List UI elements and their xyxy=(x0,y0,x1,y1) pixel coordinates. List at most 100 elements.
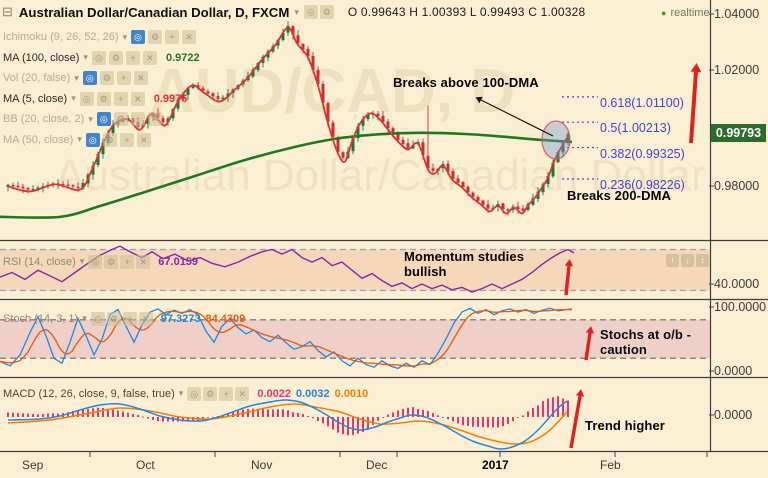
annotation-momentum[interactable]: Momentum studies bullish xyxy=(404,249,524,279)
annotation-momentum-line1: Momentum studies xyxy=(404,249,525,264)
add-icon[interactable]: + xyxy=(116,71,131,85)
add-icon[interactable]: + xyxy=(219,386,234,401)
price-axis-label: 40.0000 xyxy=(714,277,760,291)
chart-header: ⊟ Australian Dollar/Canadian Dollar, D, … xyxy=(2,3,585,21)
pane-move-controls: ↑ ↓ ↕ xyxy=(666,254,709,267)
visibility-icon[interactable]: ◎ xyxy=(96,112,111,126)
close-icon[interactable]: ✕ xyxy=(136,254,151,269)
visibility-icon[interactable]: ◎ xyxy=(91,50,106,65)
ma100-line[interactable] xyxy=(0,131,573,219)
macd-legend[interactable]: MACD (12, 26, close, 9, false, true) ▾ ◎… xyxy=(3,386,368,401)
settings-icon[interactable]: ⚙ xyxy=(108,50,123,65)
last-price-tag: 0.99793 xyxy=(711,124,766,142)
chevron-down-icon[interactable]: ▾ xyxy=(122,31,128,42)
visibility-icon[interactable]: ◎ xyxy=(187,386,202,401)
add-icon[interactable]: + xyxy=(120,254,135,269)
indicator-row-vol[interactable]: Vol (20, false) ▾ ◎ ⚙ + ✕ xyxy=(3,70,200,86)
stoch-d-line[interactable] xyxy=(0,308,573,367)
rsi-label: RSI (14, close) xyxy=(3,255,76,268)
annotation-breaks-above-100dma[interactable]: Breaks above 100-DMA xyxy=(393,75,539,90)
indicator-row-ma[interactable]: MA (5, close) ▾ ◎ ⚙ + ✕ 0.9976 xyxy=(3,91,200,107)
fib-label-0.382[interactable]: 0.382(0.99325) xyxy=(600,146,685,161)
macd-caret-icon[interactable]: ▾ xyxy=(178,388,184,398)
price-axis-label: 0.0000 xyxy=(714,408,753,422)
close-icon[interactable]: ✕ xyxy=(136,132,151,147)
breakout-highlight-ellipse[interactable] xyxy=(541,120,571,160)
settings-icon[interactable]: ⚙ xyxy=(102,132,117,147)
fib-label-0.618[interactable]: 0.618(1.01100) xyxy=(600,95,684,110)
stoch-toolbar: ◎ ⚙ + ✕ xyxy=(90,311,153,326)
close-icon[interactable]: ✕ xyxy=(130,91,145,106)
indicator-row-ma[interactable]: MA (100, close) ▾ ◎ ⚙ + ✕ 0.9722 xyxy=(3,50,200,66)
symbol-caret-icon[interactable]: ▾ xyxy=(294,6,299,17)
fib-label-0.5[interactable]: 0.5(1.00213) xyxy=(600,121,671,136)
indicator-value: 0.9976 xyxy=(153,92,188,105)
resize-pane-icon[interactable]: ↕ xyxy=(696,254,709,267)
ohlc-values: O 0.99643 H 1.00393 L 0.99493 C 1.00328 xyxy=(347,5,586,19)
settings-icon[interactable]: ⚙ xyxy=(113,112,128,126)
time-axis-label-feb: Feb xyxy=(600,458,621,472)
chevron-down-icon[interactable]: ▾ xyxy=(74,72,79,83)
visibility-icon[interactable]: ◎ xyxy=(82,71,97,85)
rsi-value: 67.0159 xyxy=(158,255,199,268)
annotation-breaks-200dma[interactable]: Breaks 200-DMA xyxy=(567,188,672,203)
close-icon[interactable]: ✕ xyxy=(147,112,162,126)
add-icon[interactable]: + xyxy=(125,50,140,65)
price-axis-label: 0.0000 xyxy=(714,364,753,378)
close-icon[interactable]: ✕ xyxy=(235,386,250,401)
indicator-row-ma[interactable]: MA (50, close) ▾ ◎ ⚙ + ✕ xyxy=(3,132,200,148)
time-axis-label-sep: Sep xyxy=(22,458,44,472)
move-pane-up-icon[interactable]: ↑ xyxy=(666,254,679,267)
chevron-down-icon[interactable]: ▾ xyxy=(88,113,93,124)
symbol-toolbar: ◎ ⚙ xyxy=(303,5,334,19)
visibility-icon[interactable]: ◎ xyxy=(303,5,318,19)
visibility-icon[interactable]: ◎ xyxy=(131,30,146,44)
settings-icon[interactable]: ⚙ xyxy=(96,91,111,106)
add-icon[interactable]: + xyxy=(130,112,145,126)
symbol-title[interactable]: Australian Dollar/Canadian Dollar, D, FX… xyxy=(18,4,290,20)
add-icon[interactable]: + xyxy=(165,30,180,44)
add-icon[interactable]: + xyxy=(113,91,128,106)
move-pane-down-icon[interactable]: ↓ xyxy=(681,254,694,267)
visibility-icon[interactable]: ◎ xyxy=(85,132,100,147)
chevron-down-icon[interactable]: ▾ xyxy=(77,134,82,144)
annotation-trend-higher[interactable]: Trend higher xyxy=(585,418,665,433)
settings-icon[interactable]: ⚙ xyxy=(104,254,119,269)
visibility-icon[interactable]: ◎ xyxy=(90,311,105,326)
close-icon[interactable]: ✕ xyxy=(142,50,157,65)
indicator-row-bb[interactable]: BB (20, close, 2) ▾ ◎ ⚙ + ✕ xyxy=(3,111,200,127)
rsi-line[interactable] xyxy=(0,245,575,293)
stoch-legend[interactable]: Stoch (14, 3, 1) ▾ ◎ ⚙ + ✕ 97.3273 84.4309 xyxy=(3,311,245,326)
close-icon[interactable]: ✕ xyxy=(133,71,148,85)
indicator-value: 0.9722 xyxy=(165,51,200,64)
settings-icon[interactable]: ⚙ xyxy=(203,386,218,401)
rsi-caret-icon[interactable]: ▾ xyxy=(79,256,85,266)
settings-icon[interactable]: ⚙ xyxy=(106,311,121,326)
close-icon[interactable]: ✕ xyxy=(138,311,153,326)
add-icon[interactable]: + xyxy=(122,311,137,326)
macd-toolbar: ◎ ⚙ + ✕ xyxy=(187,386,250,401)
fib-label-0.236[interactable]: 0.236(0.98226) xyxy=(600,177,685,192)
settings-icon[interactable]: ⚙ xyxy=(319,5,334,19)
settings-icon[interactable]: ⚙ xyxy=(99,71,114,85)
add-icon[interactable]: + xyxy=(119,132,134,147)
chevron-down-icon[interactable]: ▾ xyxy=(71,93,76,103)
stoch-caret-icon[interactable]: ▾ xyxy=(82,313,87,323)
watermark-symbol: AUD/CAD, D xyxy=(150,57,515,126)
visibility-icon[interactable]: ◎ xyxy=(88,254,103,269)
macd-signal-line[interactable] xyxy=(7,403,568,445)
indicator-row-ichimoku[interactable]: Ichimoku (9, 26, 52, 26) ▾ ◎ ⚙ + ✕ xyxy=(3,29,200,45)
indicator-label: BB (20, close, 2) xyxy=(3,113,85,125)
annotation-stoch[interactable]: Stochs at o/b - caution xyxy=(600,327,691,357)
settings-icon[interactable]: ⚙ xyxy=(148,30,163,44)
visibility-icon[interactable]: ◎ xyxy=(79,91,94,106)
rsi-legend[interactable]: RSI (14, close) ▾ ◎ ⚙ + ✕ 67.0159 xyxy=(3,254,198,269)
close-icon[interactable]: ✕ xyxy=(182,30,197,44)
macd-main-line[interactable] xyxy=(7,399,568,450)
time-axis-label-2017: 2017 xyxy=(482,458,509,472)
collapse-pane-icon[interactable]: ⊟ xyxy=(2,4,13,19)
price-axis-label: 1.04000 xyxy=(714,7,760,21)
chevron-down-icon[interactable]: ▾ xyxy=(83,52,88,62)
price-axis-label: 1.02000 xyxy=(714,63,760,77)
